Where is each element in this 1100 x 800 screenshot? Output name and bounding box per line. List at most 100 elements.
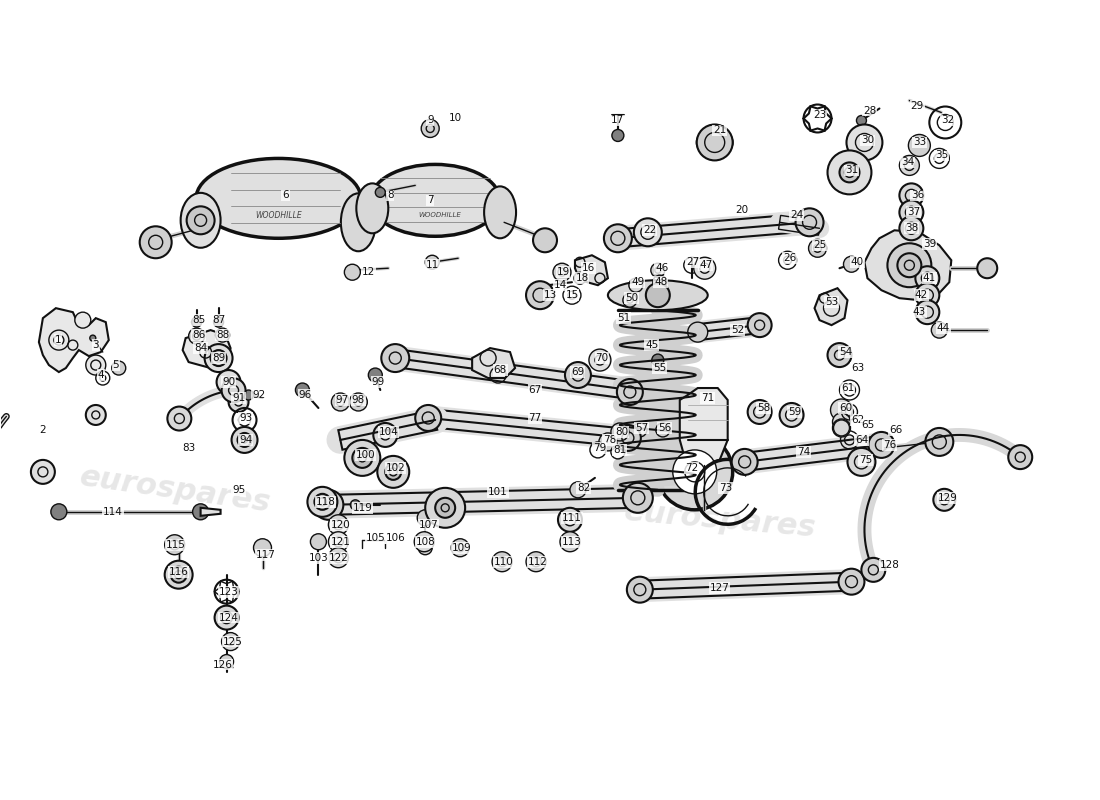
Text: 120: 120 — [330, 520, 350, 530]
Text: 111: 111 — [562, 513, 582, 522]
Circle shape — [900, 216, 923, 240]
Circle shape — [748, 313, 771, 337]
Text: 15: 15 — [565, 290, 579, 300]
Circle shape — [657, 434, 733, 510]
Circle shape — [888, 243, 932, 287]
Circle shape — [560, 532, 580, 552]
Polygon shape — [183, 330, 231, 368]
Text: 6: 6 — [282, 190, 289, 200]
Polygon shape — [639, 573, 851, 598]
Circle shape — [112, 361, 125, 375]
Text: 11: 11 — [426, 260, 439, 270]
Circle shape — [553, 263, 571, 282]
Circle shape — [612, 130, 624, 142]
Text: 100: 100 — [355, 450, 375, 460]
Circle shape — [216, 328, 230, 342]
Circle shape — [646, 283, 670, 307]
Circle shape — [377, 456, 409, 488]
Text: 110: 110 — [494, 557, 514, 566]
Text: 75: 75 — [859, 455, 872, 465]
Text: 113: 113 — [562, 537, 582, 546]
Circle shape — [214, 606, 239, 630]
Circle shape — [86, 355, 106, 375]
Polygon shape — [617, 214, 811, 247]
Text: eurospares: eurospares — [78, 462, 273, 518]
Text: 78: 78 — [603, 435, 616, 445]
Circle shape — [315, 494, 330, 510]
Text: 104: 104 — [378, 427, 398, 437]
Polygon shape — [339, 410, 438, 450]
Circle shape — [350, 500, 361, 510]
Circle shape — [426, 255, 439, 270]
Text: 128: 128 — [880, 560, 900, 570]
Circle shape — [604, 224, 631, 252]
Circle shape — [492, 552, 513, 572]
Circle shape — [900, 200, 923, 224]
Text: 107: 107 — [418, 520, 438, 530]
Text: 93: 93 — [239, 413, 252, 423]
Text: 124: 124 — [219, 613, 239, 622]
Circle shape — [221, 633, 240, 650]
Circle shape — [915, 300, 939, 324]
Circle shape — [526, 282, 554, 309]
Circle shape — [868, 432, 894, 458]
Polygon shape — [744, 436, 882, 471]
Circle shape — [253, 538, 272, 557]
Text: 108: 108 — [416, 537, 436, 546]
Ellipse shape — [356, 183, 388, 234]
Text: 16: 16 — [582, 263, 595, 274]
Text: 56: 56 — [658, 423, 671, 433]
Circle shape — [344, 440, 381, 476]
Text: 99: 99 — [372, 377, 385, 387]
Text: 50: 50 — [625, 293, 638, 303]
Text: 26: 26 — [783, 254, 796, 263]
Circle shape — [932, 322, 947, 338]
Text: 118: 118 — [316, 497, 336, 507]
Text: 59: 59 — [788, 407, 801, 417]
Ellipse shape — [180, 193, 221, 248]
Circle shape — [652, 354, 663, 366]
Circle shape — [627, 577, 652, 602]
Text: 41: 41 — [923, 274, 936, 283]
Circle shape — [558, 508, 582, 532]
Circle shape — [331, 393, 350, 411]
Circle shape — [598, 433, 617, 451]
Text: 90: 90 — [222, 377, 235, 387]
Text: 64: 64 — [855, 435, 868, 445]
Text: 114: 114 — [102, 507, 123, 517]
Text: 20: 20 — [735, 206, 748, 215]
Circle shape — [656, 423, 670, 437]
Circle shape — [165, 561, 192, 589]
Circle shape — [232, 427, 257, 453]
Text: 127: 127 — [710, 582, 729, 593]
Text: 92: 92 — [252, 390, 265, 400]
Polygon shape — [200, 508, 221, 516]
Text: 2: 2 — [40, 425, 46, 435]
Circle shape — [307, 487, 338, 517]
Text: 61: 61 — [840, 383, 854, 393]
Text: 81: 81 — [614, 445, 627, 455]
Circle shape — [844, 256, 859, 272]
Ellipse shape — [341, 194, 376, 251]
Polygon shape — [696, 317, 760, 340]
Text: 76: 76 — [883, 440, 896, 450]
Text: 53: 53 — [825, 297, 838, 307]
Text: 10: 10 — [449, 114, 462, 123]
Polygon shape — [575, 255, 608, 285]
Text: 103: 103 — [308, 553, 328, 562]
Text: 58: 58 — [757, 403, 770, 413]
Text: 63: 63 — [850, 363, 865, 373]
Text: 1: 1 — [55, 335, 62, 345]
Circle shape — [210, 350, 227, 366]
Polygon shape — [680, 388, 728, 465]
Circle shape — [217, 370, 241, 394]
Text: 21: 21 — [713, 126, 726, 135]
Circle shape — [220, 654, 233, 669]
Circle shape — [588, 349, 610, 371]
Text: 126: 126 — [212, 659, 232, 670]
Text: 23: 23 — [813, 110, 826, 121]
Text: 125: 125 — [222, 637, 242, 646]
Text: 17: 17 — [612, 115, 625, 126]
Text: 98: 98 — [352, 395, 365, 405]
Circle shape — [382, 344, 409, 372]
